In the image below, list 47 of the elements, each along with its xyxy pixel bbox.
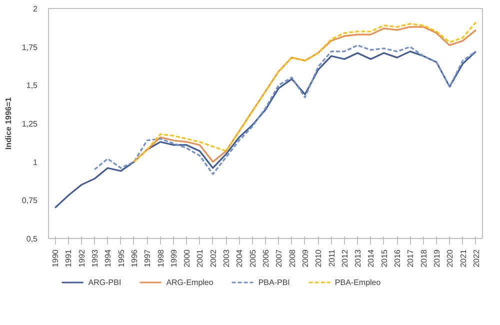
x-tick-label: 2017 <box>406 248 416 268</box>
legend-label: ARG-PBI <box>88 277 122 287</box>
y-tick-label: 1 <box>33 158 38 167</box>
y-tick-label: 0,75 <box>22 196 38 206</box>
x-tick-label: 2006 <box>262 248 270 268</box>
line-series <box>54 50 477 209</box>
x-tick-label: 1996 <box>130 248 139 268</box>
x-tick-label: 1999 <box>169 248 178 268</box>
legend-label: ARG-Empleo <box>166 277 214 287</box>
x-tick-label: 2007 <box>274 248 284 268</box>
x-tick-label: 2016 <box>393 248 402 268</box>
x-tick-label: 1991 <box>64 248 74 268</box>
legend-label: PBA-PBI <box>258 277 290 287</box>
x-tick-label: 2000 <box>182 248 192 268</box>
x-tick-label: 2005 <box>248 248 258 268</box>
x-tick-label: 2022 <box>472 248 481 268</box>
x-tick-label: 2020 <box>446 248 455 268</box>
x-tick-label: 2021 <box>458 248 468 268</box>
x-tick-label: 2014 <box>366 248 376 268</box>
x-tick-label: 2009 <box>300 248 310 268</box>
x-tick-label: 2008 <box>288 248 297 268</box>
line-series <box>94 44 477 175</box>
x-tick-label: 2015 <box>380 248 389 268</box>
x-tick-label: 2010 <box>314 248 324 268</box>
x-tick-label: 2003 <box>222 248 232 268</box>
x-tick-label: 2019 <box>432 248 442 268</box>
x-tick-label: 2002 <box>208 248 218 268</box>
y-tick-label: 1,25 <box>22 120 38 128</box>
x-tick-label: 2018 <box>419 248 428 268</box>
y-tick-label: 1,5 <box>26 81 38 90</box>
x-tick-label: 1992 <box>77 248 86 268</box>
x-tick-label: 2011 <box>327 248 336 267</box>
x-tick-label: 1997 <box>143 248 152 268</box>
x-tick-label: 2013 <box>354 248 363 268</box>
x-tick-label: 1995 <box>116 248 126 268</box>
x-tick-label: 2001 <box>196 248 205 268</box>
y-tick-label: 1,75 <box>22 42 38 52</box>
y-axis-title: Indice 1996=1 <box>4 96 13 150</box>
x-tick-label: 1993 <box>90 248 100 268</box>
x-tick-label: 2004 <box>235 248 244 268</box>
x-tick-label: 1994 <box>104 248 113 268</box>
x-tick-label: 1990 <box>51 248 60 268</box>
x-tick-label: 2012 <box>340 248 350 268</box>
y-tick-label: 2 <box>33 4 38 14</box>
legend-label: PBA-Empleo <box>334 277 381 287</box>
y-tick-label: 0,5 <box>26 234 38 244</box>
x-tick-label: 1998 <box>156 248 166 268</box>
